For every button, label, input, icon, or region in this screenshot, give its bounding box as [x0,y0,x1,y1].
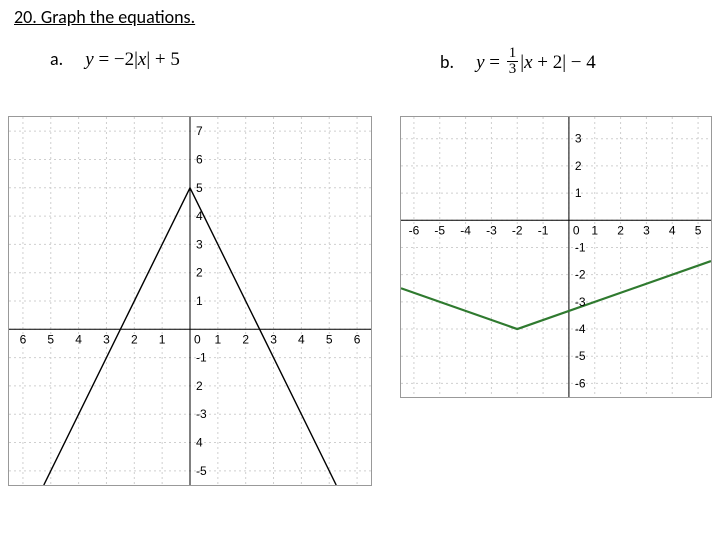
svg-text:-3: -3 [196,407,207,421]
svg-text:-5: -5 [434,223,445,237]
svg-text:4: 4 [298,332,305,346]
svg-text:1: 1 [196,294,203,308]
svg-text:4: 4 [196,436,203,450]
graph-a: 65432101234567654321-12-34-5 [8,116,372,486]
svg-text:3: 3 [643,223,650,237]
svg-text:2: 2 [575,159,582,173]
svg-text:4: 4 [196,209,203,223]
svg-text:4: 4 [669,223,676,237]
svg-text:-2: -2 [512,223,523,237]
svg-text:4: 4 [75,332,82,346]
problem-a-equation: y = −2|x| + 5 [85,48,180,70]
svg-text:2: 2 [131,332,138,346]
svg-text:1: 1 [591,223,598,237]
svg-text:2: 2 [242,332,249,346]
svg-text:-4: -4 [460,223,471,237]
svg-text:5: 5 [47,332,54,346]
svg-text:6: 6 [196,152,203,166]
svg-text:5: 5 [326,332,333,346]
svg-text:2: 2 [196,266,203,280]
svg-text:-5: -5 [196,464,207,478]
svg-text:-6: -6 [575,376,586,390]
svg-text:-1: -1 [538,223,549,237]
svg-text:3: 3 [103,332,110,346]
svg-text:6: 6 [354,332,361,346]
problem-b: b. y = 13|x + 2| − 4 [440,48,596,79]
svg-text:0: 0 [194,332,201,346]
problem-b-label: b. [440,51,454,73]
svg-text:-6: -6 [409,223,420,237]
svg-text:0: 0 [573,223,580,237]
svg-text:5: 5 [196,181,203,195]
page-title: 20. Graph the equations. [14,6,195,28]
problem-b-equation: y = 13|x + 2| − 4 [476,51,596,73]
svg-text:3: 3 [575,132,582,146]
page: 20. Graph the equations. a. y = −2|x| + … [0,0,720,540]
svg-text:-3: -3 [486,223,497,237]
problem-a: a. y = −2|x| + 5 [50,48,180,71]
svg-text:-3: -3 [575,295,586,309]
svg-text:6: 6 [20,332,27,346]
svg-text:1: 1 [575,186,582,200]
svg-text:5: 5 [695,223,702,237]
svg-text:3: 3 [270,332,277,346]
svg-text:-2: -2 [575,268,586,282]
svg-text:7: 7 [196,124,203,138]
svg-text:-4: -4 [575,322,586,336]
svg-text:-5: -5 [575,349,586,363]
svg-text:-1: -1 [575,240,586,254]
svg-text:2: 2 [617,223,624,237]
svg-text:1: 1 [215,332,222,346]
svg-text:-1: -1 [196,351,207,365]
svg-text:2: 2 [196,379,203,393]
svg-text:3: 3 [196,237,203,251]
problem-a-label: a. [50,48,63,70]
graph-b: -6-5-4-3-2-1012345321-1-2-3-4-5-6 [400,116,712,398]
svg-text:1: 1 [159,332,166,346]
